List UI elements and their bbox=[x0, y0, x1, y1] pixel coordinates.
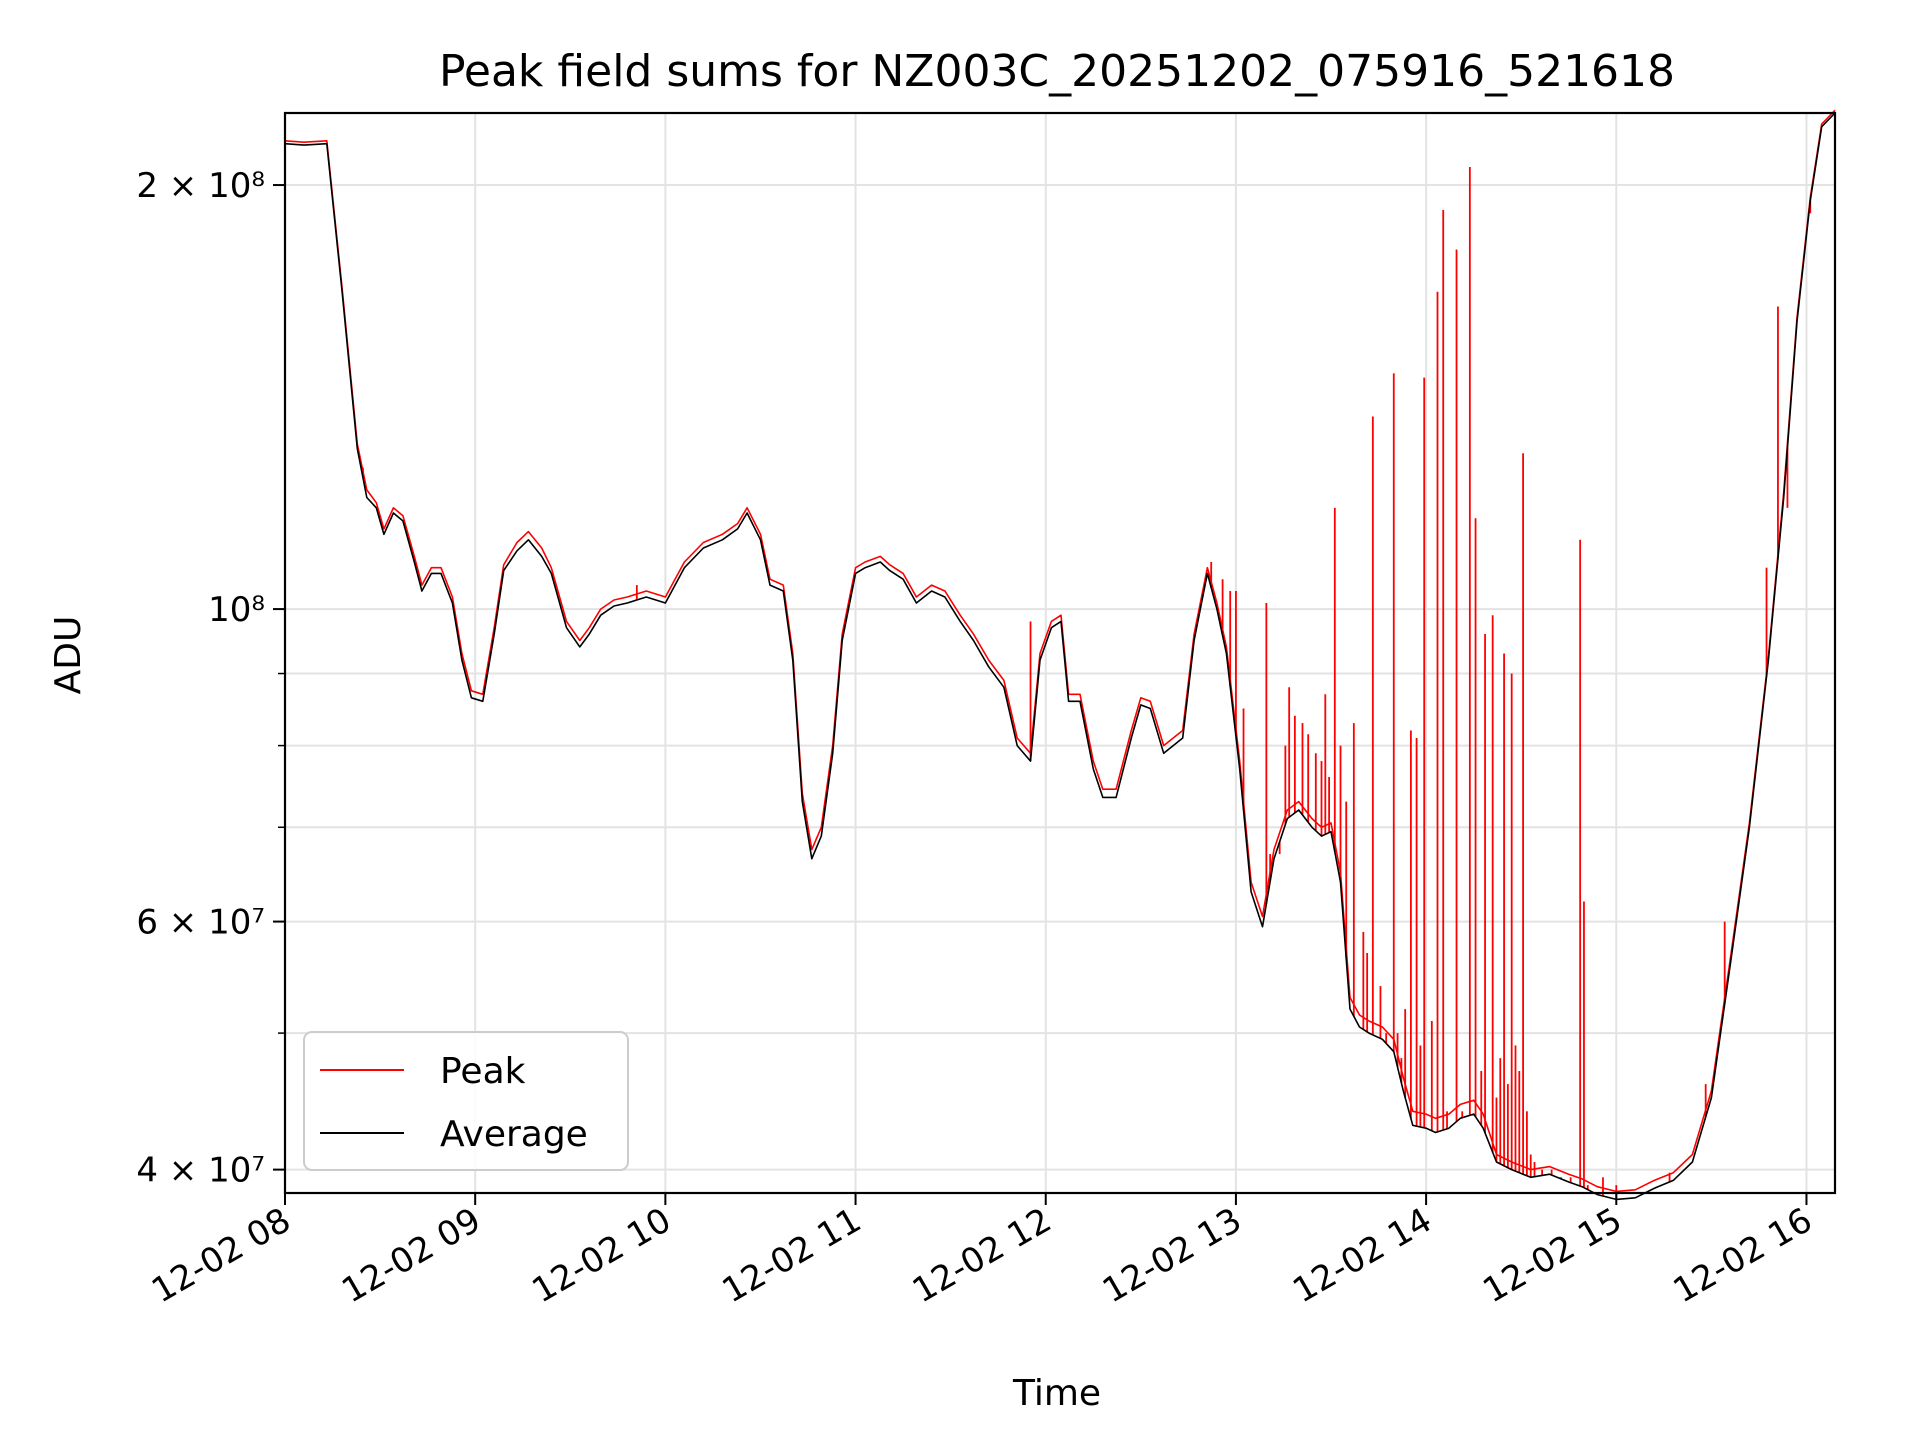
legend-peak-label: Peak bbox=[440, 1051, 526, 1092]
y-tick-label: 2 × 10⁸ bbox=[136, 166, 265, 206]
plot-area bbox=[284, 109, 1836, 1201]
y-tick-label: 4 × 10⁷ bbox=[136, 1151, 265, 1191]
chart-title: Peak field sums for NZ003C_20251202_0759… bbox=[439, 46, 1675, 97]
peak-series-line bbox=[284, 109, 1836, 1193]
y-axis-ticks: 4 × 10⁷ 6 × 10⁷ 10⁸ 2 × 10⁸ bbox=[136, 166, 285, 1191]
y-axis-label: ADU bbox=[48, 616, 89, 695]
x-axis-label: Time bbox=[1012, 1373, 1101, 1414]
legend-box bbox=[303, 1031, 629, 1171]
y-tick-label: 10⁸ bbox=[208, 590, 265, 630]
y-tick-label: 6 × 10⁷ bbox=[136, 903, 265, 943]
legend-average-label: Average bbox=[440, 1114, 588, 1155]
legend: Peak Average bbox=[303, 1031, 629, 1171]
axes-frame bbox=[283, 111, 1837, 1195]
average-series-line bbox=[284, 112, 1836, 1201]
grid bbox=[284, 113, 1835, 1193]
